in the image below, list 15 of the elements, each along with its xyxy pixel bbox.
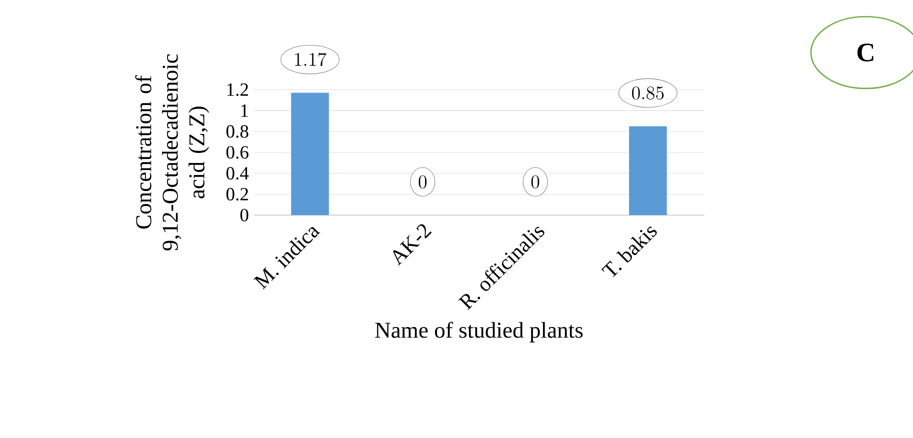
y-tick-label: 0.4	[226, 166, 249, 180]
y-tick-label: 1	[241, 104, 248, 117]
y-tick-label: 0.6	[226, 146, 248, 159]
y-axis-title: Concentration of 9,12-Octadecadienoic acid (Z,Z)	[135, 54, 210, 250]
data-label: 0	[418, 175, 427, 188]
y-tick-label: 0.2	[226, 188, 248, 200]
y-tick-label: 0.8	[226, 125, 248, 138]
y-tick-label: 0	[240, 208, 248, 222]
y-tick-label: 1.2	[227, 83, 248, 96]
x-tick-label: T. bakis	[601, 226, 657, 278]
data-label: 0.85	[632, 86, 664, 100]
x-axis-title: Name of studied plants	[375, 322, 583, 342]
data-label: 0	[531, 175, 540, 188]
text: C	[857, 44, 874, 62]
data-label: 1 . 17	[295, 52, 326, 66]
